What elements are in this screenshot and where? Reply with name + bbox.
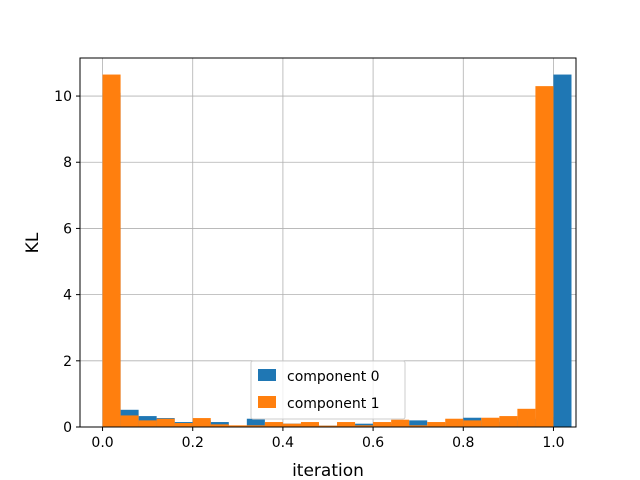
- bar-component-1-bin-16: [391, 419, 410, 427]
- bar-component-1-bin-13: [337, 422, 356, 427]
- y-tick-label: 2: [63, 354, 72, 370]
- x-axis-label: iteration: [292, 461, 364, 480]
- bar-component-1-bin-18: [427, 422, 446, 427]
- x-tick-label: 1.0: [542, 435, 564, 451]
- bar-component-1-bin-23: [517, 408, 536, 427]
- bar-component-1-bin-0: [102, 74, 121, 427]
- bar-component-1-bin-9: [264, 422, 283, 427]
- x-axis-ticks: 0.0 0.2 0.4 0.6 0.8 1.0: [91, 427, 565, 451]
- bar-component-1-bin-19: [445, 418, 464, 427]
- bar-component-1-bin-17: [409, 425, 428, 427]
- x-tick-label: 0.2: [182, 435, 204, 451]
- bar-component-1-bin-22: [499, 416, 518, 427]
- bar-component-1-bin-5: [192, 418, 211, 427]
- x-tick-label: 0.6: [362, 435, 384, 451]
- bar-component-1-bin-6: [210, 424, 229, 427]
- bar-component-1-bin-10: [282, 423, 301, 427]
- y-tick-label: 10: [54, 89, 72, 105]
- bar-component-1-bin-14: [355, 425, 374, 427]
- bar-component-0-bin-14: [355, 423, 374, 427]
- y-tick-label: 0: [63, 420, 72, 436]
- bar-component-1-bin-1: [120, 415, 139, 427]
- bar-component-0-bin-25: [553, 74, 572, 427]
- bar-component-1-bin-3: [156, 418, 175, 427]
- legend-swatch-component-0: [258, 369, 276, 381]
- bar-component-0-bin-8: [246, 418, 265, 427]
- bar-component-1-bin-11: [300, 422, 319, 427]
- bar-component-1-bin-4: [174, 423, 193, 427]
- legend: component 0 component 1: [250, 360, 406, 420]
- x-tick-label: 0.4: [272, 435, 294, 451]
- legend-box: [250, 360, 406, 420]
- bar-component-0-bin-17: [409, 420, 428, 427]
- bar-component-1-bin-8: [246, 425, 265, 427]
- y-axis-ticks: 0 2 4 6 8 10: [54, 89, 80, 436]
- y-tick-label: 4: [63, 288, 72, 304]
- legend-swatch-component-1: [258, 396, 276, 408]
- bar-component-1-bin-2: [138, 420, 157, 427]
- legend-label-component-0: component 0: [287, 369, 380, 385]
- bar-component-1-bin-7: [228, 425, 247, 427]
- y-tick-label: 6: [63, 221, 72, 237]
- plot-frame: [79, 57, 577, 428]
- y-tick-label: 8: [63, 155, 72, 171]
- series-component-1-bars: [102, 74, 554, 428]
- x-tick-label: 0.0: [91, 435, 113, 451]
- bar-component-1-bin-21: [481, 417, 500, 427]
- bar-component-1-bin-15: [373, 422, 392, 427]
- bar-component-1-bin-20: [463, 420, 482, 427]
- legend-label-component-1: component 1: [287, 396, 380, 412]
- bar-component-1-bin-12: [318, 425, 338, 427]
- bar-component-1-bin-24: [535, 86, 554, 428]
- y-axis-label: KL: [23, 232, 43, 253]
- x-tick-label: 0.8: [452, 435, 474, 451]
